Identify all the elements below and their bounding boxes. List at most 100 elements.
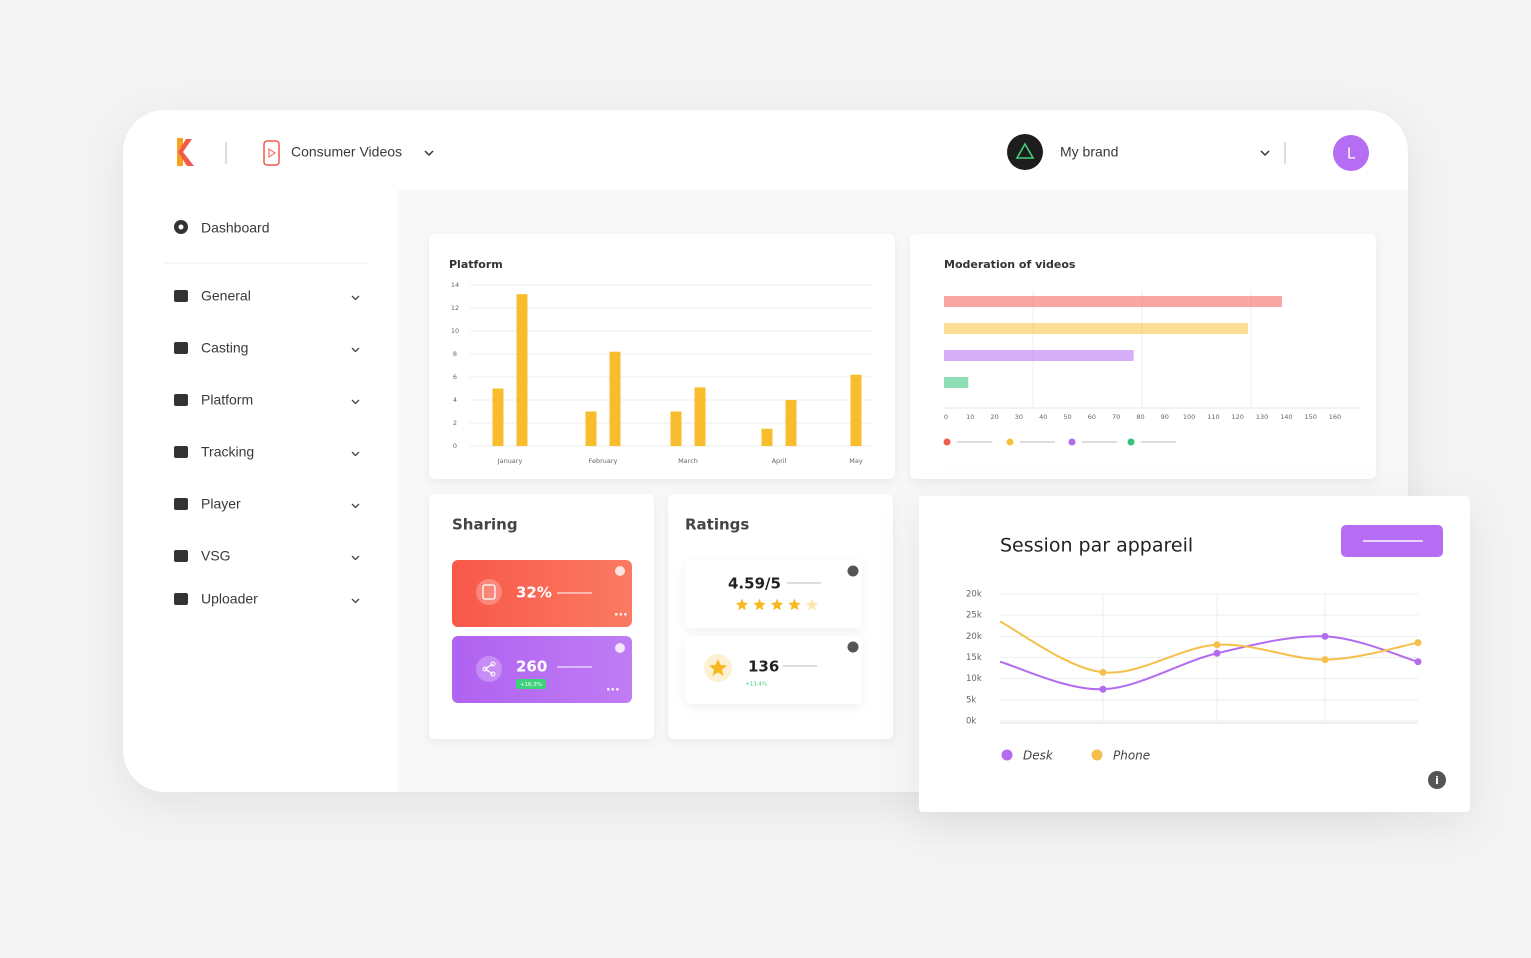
brand-logo bbox=[1015, 142, 1035, 159]
x-tick-label: 120 bbox=[1232, 413, 1244, 421]
brand-logo bbox=[1007, 134, 1043, 170]
card-title: Session par appareil bbox=[1000, 535, 1193, 557]
y-tick-label: 15k bbox=[966, 653, 982, 663]
star bbox=[770, 598, 784, 611]
x-tick-label: April bbox=[772, 457, 787, 465]
info-icon[interactable] bbox=[615, 643, 625, 653]
rating-count: 136 bbox=[748, 658, 779, 676]
star bbox=[735, 598, 749, 611]
brand-name[interactable]: My brand bbox=[1060, 144, 1118, 160]
legend-dot bbox=[1001, 749, 1013, 761]
x-tick-label: 110 bbox=[1207, 413, 1219, 421]
point bbox=[1321, 632, 1329, 640]
info-icon[interactable] bbox=[615, 566, 625, 576]
tile-icon bbox=[476, 579, 502, 605]
chevron[interactable] bbox=[1260, 150, 1270, 157]
chevron[interactable] bbox=[351, 399, 360, 405]
nav-item[interactable]: Casting bbox=[201, 340, 248, 356]
y-tick-label: 20k bbox=[966, 632, 982, 642]
bar bbox=[516, 294, 528, 446]
bar bbox=[670, 411, 682, 446]
change-value: +16,3% bbox=[520, 682, 542, 688]
y-tick-label: 14 bbox=[451, 281, 459, 289]
nav-item[interactable]: General bbox=[201, 288, 251, 304]
rating-card bbox=[685, 636, 862, 704]
chevron[interactable] bbox=[424, 150, 434, 157]
card bbox=[910, 234, 1376, 479]
info-icon[interactable] bbox=[847, 565, 859, 577]
legend-dot bbox=[943, 438, 951, 446]
y-tick-label: 8 bbox=[453, 350, 457, 358]
avatar[interactable] bbox=[1333, 135, 1369, 171]
x-tick-label: 80 bbox=[1136, 413, 1144, 421]
change-value: +13,4% bbox=[745, 682, 767, 688]
y-tick-label: 5k bbox=[966, 695, 976, 705]
bar bbox=[944, 350, 1134, 361]
nav-item[interactable]: VSG bbox=[201, 548, 231, 564]
more-icon[interactable]: ··· bbox=[614, 608, 628, 622]
x-tick-label: March bbox=[678, 457, 698, 465]
card-title: Platform bbox=[449, 258, 503, 271]
info-icon[interactable] bbox=[847, 641, 859, 653]
stat-tile[interactable] bbox=[452, 636, 632, 703]
chevron[interactable] bbox=[351, 503, 360, 509]
bar bbox=[850, 374, 862, 446]
nav-item[interactable]: Tracking bbox=[201, 444, 254, 460]
chevron[interactable] bbox=[351, 295, 360, 301]
y-tick-label: 0k bbox=[966, 717, 976, 727]
nav-item[interactable]: Platform bbox=[201, 392, 253, 408]
bar bbox=[694, 387, 706, 446]
point bbox=[1099, 668, 1107, 676]
legend-dot bbox=[1127, 438, 1135, 446]
bar bbox=[944, 296, 1282, 307]
info-icon[interactable]: i bbox=[1435, 774, 1439, 787]
chevron[interactable] bbox=[351, 451, 360, 457]
chevron[interactable] bbox=[351, 347, 360, 353]
nav-icon bbox=[174, 550, 188, 562]
point bbox=[1414, 658, 1422, 666]
x-tick-label: 140 bbox=[1280, 413, 1292, 421]
card-title: Sharing bbox=[452, 516, 518, 534]
nav-item[interactable]: Dashboard bbox=[201, 220, 270, 236]
legend-dot bbox=[1068, 438, 1076, 446]
bar bbox=[761, 428, 773, 446]
bar bbox=[944, 323, 1248, 334]
bar bbox=[609, 351, 621, 446]
more-icon[interactable]: ··· bbox=[606, 683, 620, 697]
header: Consumer Videos My brand L bbox=[177, 134, 1369, 171]
legend-label: Phone bbox=[1113, 749, 1150, 763]
bar bbox=[944, 377, 969, 388]
nav-item[interactable]: Player bbox=[201, 496, 241, 512]
x-tick-label: 10 bbox=[966, 413, 974, 421]
platform-chart: 0 2 4 6 8 10 12 14 January February March April May bbox=[451, 281, 872, 465]
session-chart: 0k 5k 10k 15k 20k 25k 20k Desk Phone bbox=[966, 590, 1422, 763]
x-tick-label: 100 bbox=[1183, 413, 1195, 421]
chevron[interactable] bbox=[351, 555, 360, 561]
star-badge bbox=[709, 659, 727, 676]
x-tick-label: January bbox=[497, 457, 523, 465]
x-tick-label: 90 bbox=[1161, 413, 1169, 421]
y-tick-label: 20k bbox=[966, 590, 982, 600]
stat-tile[interactable] bbox=[452, 560, 632, 627]
product-name[interactable]: Consumer Videos bbox=[291, 144, 402, 160]
logo bbox=[178, 139, 194, 166]
stat-value: 32% bbox=[516, 584, 552, 602]
nav-item[interactable]: Uploader bbox=[201, 591, 258, 607]
nav-icon bbox=[174, 498, 188, 510]
bar bbox=[492, 388, 504, 446]
x-tick-label: 20 bbox=[990, 413, 998, 421]
star bbox=[788, 598, 801, 611]
y-tick-label: 25k bbox=[966, 611, 982, 621]
x-tick-label: 0 bbox=[944, 413, 948, 421]
point bbox=[1321, 656, 1329, 664]
bar bbox=[585, 411, 597, 446]
rating-value: 4.59/5 bbox=[728, 575, 781, 593]
info-icon[interactable] bbox=[1428, 771, 1446, 789]
y-tick-label: 12 bbox=[451, 304, 459, 312]
chevron[interactable] bbox=[351, 598, 360, 604]
nav-icon bbox=[174, 342, 188, 354]
x-tick-label: 30 bbox=[1015, 413, 1023, 421]
point bbox=[1213, 641, 1221, 649]
avatar-initial[interactable]: L bbox=[1347, 145, 1356, 163]
